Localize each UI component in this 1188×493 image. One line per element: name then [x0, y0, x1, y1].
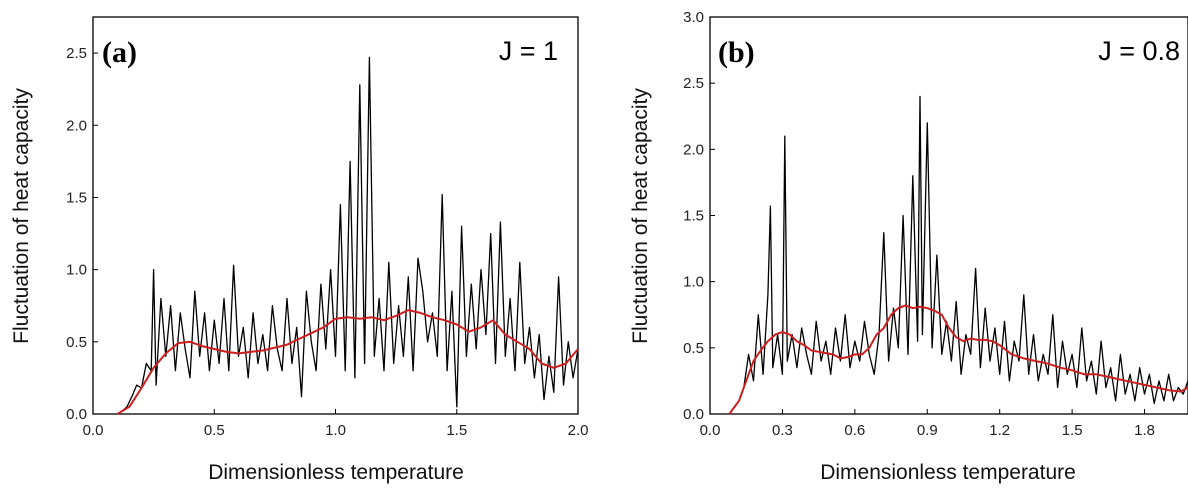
- panel-a-param-label: J = 1: [499, 36, 558, 66]
- x-tick-label: 0.5: [204, 422, 225, 439]
- x-tick-label: 0.9: [917, 422, 938, 439]
- panel-a-ylabel: Fluctuation of heat capacity: [10, 88, 33, 344]
- panel-a-letter: (a): [102, 36, 137, 69]
- panel-b-xlabel: Dimensionless temperature: [820, 461, 1076, 484]
- x-tick-label: 1.5: [1062, 422, 1083, 439]
- smoothed-fluctuation-line: [116, 309, 579, 415]
- y-tick-label: 0.0: [683, 406, 704, 423]
- x-tick-label: 0.0: [83, 422, 104, 439]
- panel-a-xlabel: Dimensionless temperature: [208, 461, 464, 484]
- y-tick-label: 2.5: [683, 75, 704, 92]
- y-tick-label: 0.0: [66, 406, 87, 423]
- raw-fluctuation-line: [728, 95, 1188, 415]
- y-tick-label: 1.5: [66, 189, 87, 206]
- x-tick-label: 1.0: [325, 422, 346, 439]
- y-tick-label: 3.0: [683, 9, 704, 26]
- y-tick-label: 1.0: [683, 274, 704, 291]
- x-tick-label: 1.2: [989, 422, 1010, 439]
- y-tick-label: 2.5: [66, 45, 87, 62]
- x-tick-label: 0.3: [772, 422, 793, 439]
- y-tick-label: 1.0: [66, 262, 87, 279]
- y-tick-label: 1.5: [683, 208, 704, 225]
- y-tick-label: 0.5: [683, 340, 704, 357]
- panel-b-letter: (b): [718, 36, 755, 69]
- smoothed-fluctuation-line: [728, 304, 1188, 415]
- panel-b-frame: [709, 16, 1188, 415]
- x-tick-label: 0.0: [700, 422, 721, 439]
- x-tick-label: 1.5: [446, 422, 467, 439]
- panel-b-ylabel: Fluctuation of heat capacity: [629, 88, 652, 344]
- y-tick-label: 2.0: [66, 117, 87, 134]
- y-tick-label: 2.0: [683, 141, 704, 158]
- panel-b-param-label: J = 0.8: [1098, 36, 1180, 66]
- y-tick-label: 0.5: [66, 334, 87, 351]
- raw-fluctuation-line: [116, 56, 579, 415]
- x-tick-label: 1.8: [1134, 422, 1155, 439]
- panel-a: (a) J = 1 Dimensionless temperature Fluc…: [10, 16, 589, 484]
- panel-b: (b) J = 0.8 Dimensionless temperature Fl…: [629, 9, 1188, 484]
- x-tick-label: 2.0: [568, 422, 589, 439]
- x-tick-label: 0.6: [844, 422, 865, 439]
